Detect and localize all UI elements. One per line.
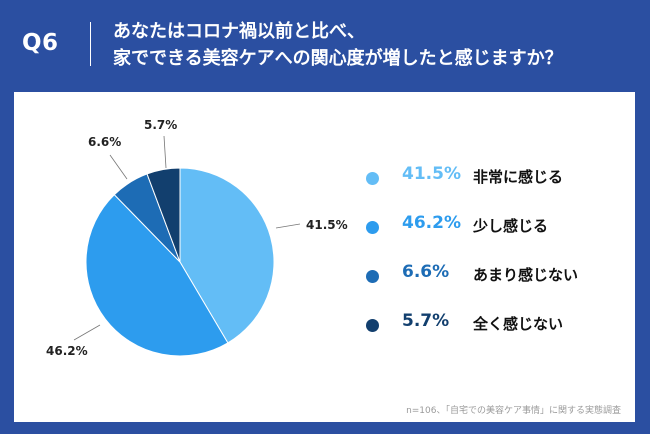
legend-swatch	[366, 221, 379, 234]
legend-item-not-much: 6.6% あまり感じない	[359, 260, 619, 309]
legend-label: 少し感じる	[473, 217, 549, 235]
pie-slice-1	[179, 167, 275, 344]
leader-line-4	[163, 135, 167, 169]
chart-panel: 41.5% 46.2% 6.6% 5.7% 41.5% 非常に感じる 46.2% 少し…	[14, 92, 635, 422]
legend-value: 6.6%	[402, 262, 450, 282]
question-number: Q6	[22, 30, 59, 56]
legend-swatch	[366, 172, 379, 185]
legend-item-very: 41.5% 非常に感じる	[359, 162, 619, 211]
header-divider	[90, 22, 91, 66]
leader-line-1	[275, 223, 301, 229]
header: Q6 あなたはコロナ禍以前と比べ、 家でできる美容ケアへの関心度が増したと感じま…	[0, 0, 650, 86]
legend-swatch	[366, 270, 379, 283]
question-title: あなたはコロナ禍以前と比べ、 家でできる美容ケアへの関心度が増したと感じますか？	[113, 18, 633, 72]
slice-value-label-3: 6.6%	[88, 135, 121, 149]
legend-value: 46.2%	[402, 213, 461, 233]
legend-item-not-at-all: 5.7% 全く感じない	[359, 309, 619, 358]
legend-value: 41.5%	[402, 164, 461, 184]
leader-line-3	[109, 154, 128, 180]
legend-label: 全く感じない	[473, 315, 564, 333]
legend: 41.5% 非常に感じる 46.2% 少し感じる 6.6% あまり感じない 5.…	[359, 162, 619, 358]
legend-label: あまり感じない	[473, 266, 579, 284]
pie-slice-2	[85, 193, 229, 357]
pie-slice-4	[146, 167, 181, 263]
question-title-line-1: あなたはコロナ禍以前と比べ、	[113, 21, 365, 42]
legend-value: 5.7%	[402, 311, 450, 331]
footnote: n=106、「自宅での美容ケア事情」に関する実態調査	[406, 406, 621, 416]
legend-swatch	[366, 319, 379, 332]
slice-value-label-2: 46.2%	[46, 344, 88, 358]
slice-value-label-4: 5.7%	[144, 118, 177, 132]
slice-value-label-1: 41.5%	[306, 218, 348, 232]
legend-item-somewhat: 46.2% 少し感じる	[359, 211, 619, 260]
leader-line-2	[73, 324, 101, 341]
question-title-line-2: 家でできる美容ケアへの関心度が増したと感じますか？	[113, 48, 563, 69]
legend-label: 非常に感じる	[473, 168, 564, 186]
pie-chart: 41.5% 46.2% 6.6% 5.7%	[46, 118, 348, 358]
